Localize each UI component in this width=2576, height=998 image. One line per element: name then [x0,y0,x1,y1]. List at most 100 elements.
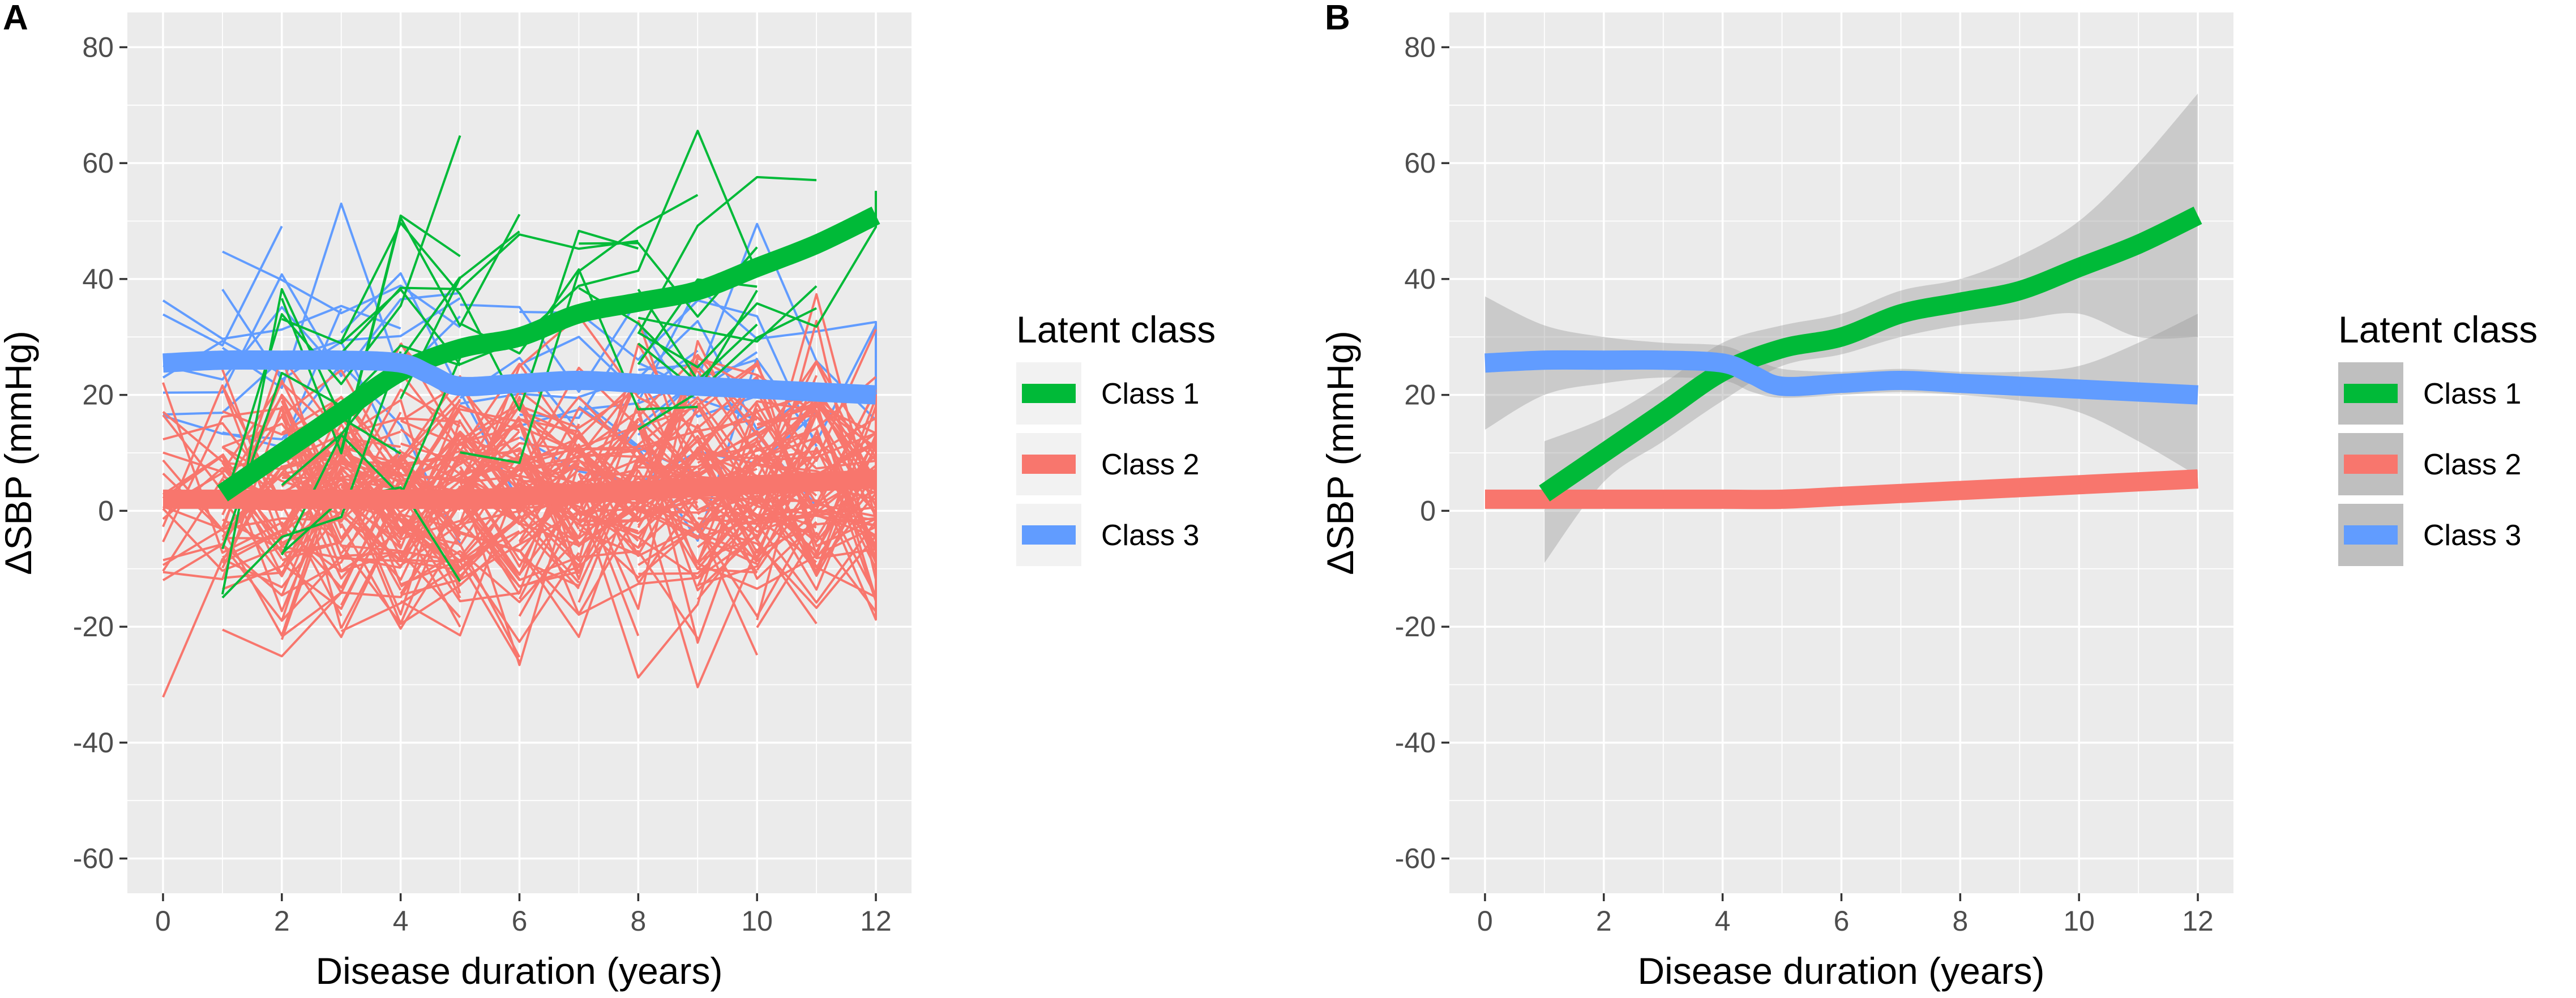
trajectory-line [400,509,520,567]
y-tick-label: 40 [82,263,114,295]
legend-title: Latent class [2338,309,2538,350]
y-axis-title: ΔSBP (mmHg) [1319,331,1361,575]
trajectory-line [637,286,877,402]
trajectory-line [280,213,521,455]
trajectory-line [637,307,817,431]
y-tick-label: 0 [1420,495,1436,526]
trajectory-line [340,233,639,354]
trajectory-line [518,391,817,545]
trajectory-line [162,508,460,572]
x-tick-label: 8 [630,905,646,937]
trajectory-line [222,250,461,328]
legend-item: Class 3 [2338,504,2521,566]
trajectory-line [222,592,343,658]
legend-item: Class 2 [1016,433,1199,495]
y-tick-label: 40 [1404,263,1436,295]
class-trend-lines [1484,207,2202,509]
panel-letter: A [3,0,28,37]
trajectory-line [460,410,639,454]
legend-items: Class 1 Class 2 Class 3 [1016,362,1199,566]
trajectory-line [519,336,699,395]
x-axis: 0 2 4 6 8 10 12 [1477,893,2214,937]
trajectory-line [637,175,817,335]
y-tick-label: -60 [73,843,114,875]
trajectory-line [578,522,877,609]
x-tick-label: 8 [1952,905,1968,937]
y-axis: -60 -40 -20 0 20 40 60 80 [1395,31,1449,875]
y-tick-label: -20 [1395,611,1436,643]
y-tick-label: 20 [1404,379,1436,411]
x-tick-label: 6 [1834,905,1850,937]
series-line-class-2 [1485,469,2198,509]
x-axis: 0 2 4 6 8 10 12 [155,893,892,937]
trajectory-line [162,225,283,347]
y-tick-label: -20 [73,611,114,643]
series-line-class-2 [163,469,876,509]
trajectory-line [281,369,521,482]
gridlines [1449,12,2233,893]
trajectory-line [400,343,699,562]
panel-letter: B [1325,0,1350,37]
legend-label: Class 2 [2423,448,2521,481]
legend-item: Class 3 [1016,504,1199,566]
x-tick-label: 4 [393,905,409,937]
panel-a: A -60 -40 -20 0 20 40 60 80 0 2 4 6 8 10 12 Disease d… [0,0,1216,992]
trajectory-line [459,386,639,461]
series-line-class-3 [1484,350,2198,405]
x-tick-label: 6 [512,905,528,937]
series-line-class-3 [162,350,876,405]
x-tick-label: 10 [2063,905,2095,937]
legend-label: Class 3 [1101,519,1199,552]
legend-item: Class 1 [1016,362,1199,425]
x-tick-label: 2 [1596,905,1612,937]
trajectory-line [460,299,639,393]
y-tick-label: 80 [1404,31,1436,63]
legend-item: Class 1 [2338,362,2521,425]
legend-item: Class 2 [2338,433,2521,495]
legend: Latent class Class 1 Class 2 Class 3 [1016,309,1216,566]
trajectory-line [459,464,640,588]
y-axis: -60 -40 -20 0 20 40 60 80 [73,31,127,875]
trajectory-line [697,375,818,539]
trajectory-line [340,375,521,515]
trajectory-line [162,299,401,340]
panel-b: B -60 -40 -20 0 20 40 60 80 0 2 4 6 8 10 12 Disease d… [1319,0,2538,992]
y-tick-label: -60 [1395,843,1436,875]
x-tick-label: 10 [741,905,773,937]
legend-label: Class 1 [2423,378,2521,410]
trajectory-line [697,427,877,602]
legend-label: Class 3 [2423,519,2521,552]
trajectory-line [459,408,759,679]
y-tick-label: 80 [82,31,114,63]
x-tick-label: 12 [2182,905,2214,937]
trajectory-line [519,130,759,340]
trajectory-line [400,405,699,603]
y-axis-title: ΔSBP (mmHg) [0,331,39,575]
x-tick-label: 4 [1715,905,1731,937]
trajectory-line [162,510,343,698]
legend-items: Class 1 Class 2 Class 3 [2338,362,2521,566]
trajectory-line [637,440,818,562]
trajectory-line [222,529,521,663]
trajectory-line [221,135,461,509]
trajectory-line [162,273,460,394]
trajectory-line [519,534,758,616]
y-tick-label: -40 [1395,727,1436,759]
legend: Latent class Class 1 Class 2 Class 3 [2338,309,2538,566]
legend-label: Class 2 [1101,448,1199,481]
y-tick-label: 0 [98,495,114,526]
trajectory-line [221,465,520,626]
series-line-class-1 [217,207,880,502]
trajectory-line [221,412,521,596]
x-axis-title: Disease duration (years) [316,950,723,992]
trajectory-line [400,453,520,552]
trajectory-line [459,396,580,574]
legend-title: Latent class [1016,309,1216,350]
trajectory-line [281,446,520,563]
y-tick-label: 20 [82,379,114,411]
trajectory-line [221,449,342,538]
class-trend-lines [162,207,880,509]
trajectory-line [459,388,639,494]
trajectory-line [460,392,639,447]
